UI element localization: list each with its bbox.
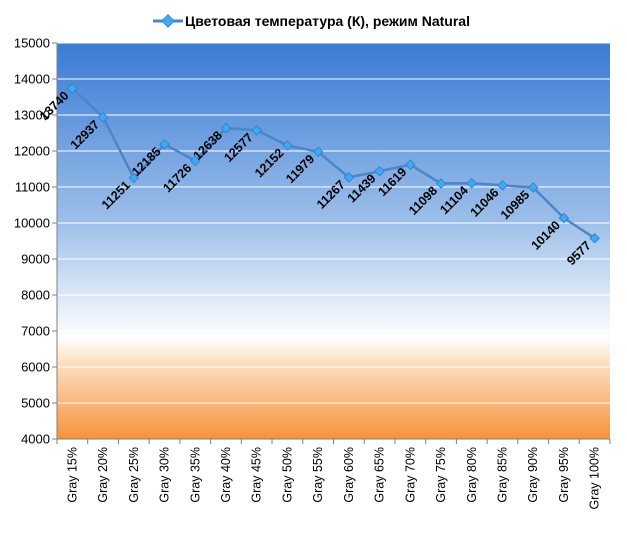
y-tick-label: 11000 — [15, 180, 50, 195]
x-tick-label: Gray 95% — [557, 447, 571, 503]
y-tick-label: 9000 — [21, 252, 50, 267]
series-line — [67, 83, 600, 244]
y-axis: 4000 5000 6000 7000 8000 9000 10000 11000 12000 1… — [14, 36, 58, 447]
x-tick-label: Gray 40% — [219, 447, 233, 503]
x-tick-label: Gray 70% — [403, 447, 417, 503]
x-tick-label: Gray 35% — [188, 447, 202, 503]
series-polyline — [71, 87, 596, 240]
y-tick-label: 15000 — [14, 36, 50, 51]
data-point-marker — [527, 182, 539, 193]
data-point-marker — [466, 178, 477, 189]
x-tick-label: Gray 55% — [311, 447, 325, 503]
x-tick-label: Gray 30% — [158, 447, 172, 503]
x-tick-label: Gray 80% — [465, 447, 479, 503]
data-point-marker — [589, 232, 600, 244]
x-tick-label: Gray 50% — [280, 447, 294, 503]
legend: Цветовая температура (К), режим Natural — [153, 13, 470, 29]
y-tick-label: 10000 — [14, 216, 50, 231]
data-point-marker — [251, 124, 262, 136]
data-point-marker — [97, 112, 109, 123]
y-tick-label: 4000 — [21, 432, 50, 447]
data-point-marker — [128, 172, 140, 184]
y-tick-label: 7000 — [21, 324, 50, 339]
x-tick-label: Gray 20% — [96, 447, 110, 503]
y-tick-label: 12000 — [14, 144, 50, 159]
data-point-marker — [159, 139, 170, 150]
x-tick-label: Gray 100% — [588, 447, 602, 510]
data-point-marker — [343, 172, 355, 183]
data-point-marker — [435, 178, 447, 189]
data-point-marker — [282, 140, 293, 151]
data-point-marker — [67, 83, 78, 94]
y-tick-label: 8000 — [21, 288, 50, 303]
gridlines — [57, 42, 610, 404]
x-tick-label: Gray 60% — [342, 447, 356, 503]
x-tick-label: Gray 75% — [434, 447, 448, 503]
x-tick-label: Gray 25% — [127, 447, 141, 503]
x-axis: Gray 15% Gray 20% Gray 25% Gray 30% Gray 35%… — [56, 438, 611, 510]
plot-area-background — [57, 43, 610, 439]
x-tick-label: Gray 90% — [526, 447, 540, 503]
x-tick-label: Gray 65% — [373, 447, 387, 503]
x-tick-label: Gray 15% — [65, 447, 79, 503]
y-tick-label: 6000 — [21, 360, 50, 375]
data-point-marker — [405, 159, 416, 170]
data-point-marker — [497, 180, 508, 191]
y-tick-label: 14000 — [14, 72, 50, 87]
data-point-marker — [558, 212, 570, 224]
data-point-marker — [220, 122, 232, 134]
legend-label: Цветовая температура (К), режим Natural — [185, 13, 470, 29]
x-tick-label: Gray 45% — [250, 447, 264, 503]
data-point-marker — [312, 146, 324, 157]
x-tick-label: Gray 85% — [495, 447, 509, 503]
data-point-marker — [374, 165, 385, 177]
data-point-marker — [190, 155, 201, 167]
legend-marker-swatch — [161, 14, 175, 28]
y-tick-label: 13000 — [14, 108, 50, 123]
y-tick-label: 5000 — [21, 396, 50, 411]
